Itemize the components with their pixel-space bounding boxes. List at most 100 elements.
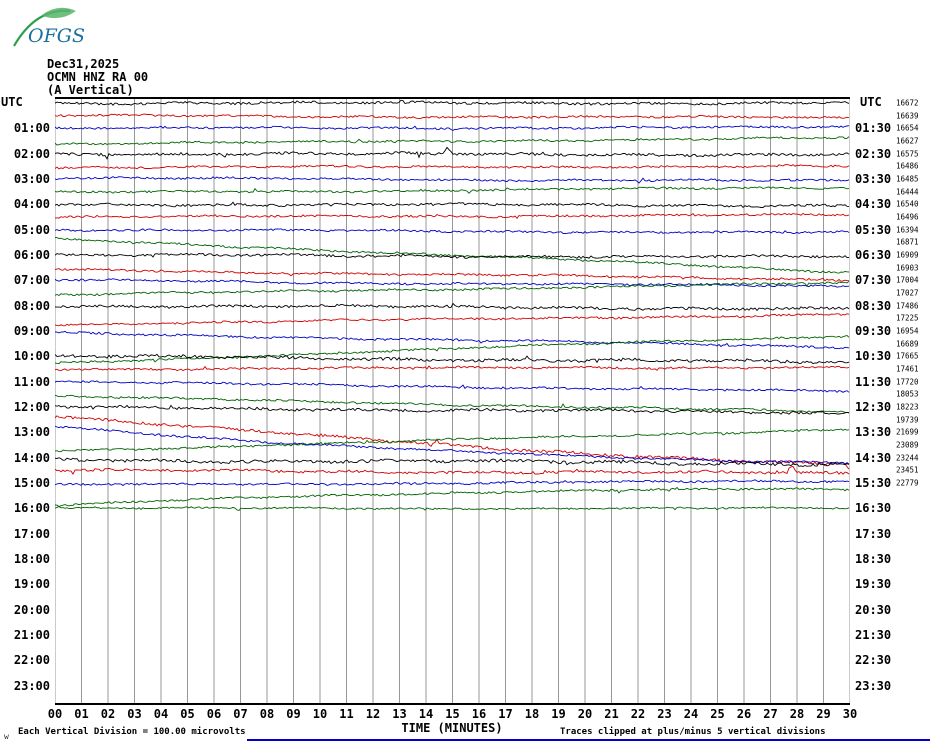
corner-mark: w <box>4 732 9 741</box>
trace-amplitude-value: 16444 <box>896 187 919 197</box>
left-time-label: 17:00 <box>13 526 50 541</box>
vertical-division-note: Each Vertical Division = 100.00 microvol… <box>18 727 246 737</box>
minute-tick-label: 22 <box>630 707 646 721</box>
left-time-label: 09:00 <box>13 324 50 338</box>
right-time-label: 06:30 <box>855 248 892 262</box>
trace-amplitude-value: 16540 <box>896 199 919 209</box>
left-time-label: 21:00 <box>13 628 50 642</box>
left-time-label: 15:00 <box>13 476 50 490</box>
minute-tick-label: 24 <box>683 707 699 721</box>
trace-amplitude-value: 16909 <box>896 250 919 260</box>
minute-tick-label: 26 <box>736 707 752 721</box>
right-time-label: 04:30 <box>855 197 892 212</box>
minute-tick-label: 10 <box>312 707 328 721</box>
left-time-label: 10:00 <box>13 349 50 364</box>
trace-amplitude-value: 17486 <box>896 301 919 311</box>
left-time-label: 07:00 <box>13 273 50 288</box>
trace-amplitude-value: 23244 <box>896 453 919 463</box>
trace-amplitude-value: 23089 <box>896 440 919 450</box>
minute-tick-label: 25 <box>710 707 725 721</box>
minute-tick-label: 05 <box>180 707 195 721</box>
minute-tick-label: 04 <box>153 707 169 721</box>
right-time-label: 21:30 <box>855 628 892 642</box>
right-time-label: 03:30 <box>855 172 892 186</box>
minute-tick-label: 00 <box>47 707 63 721</box>
right-time-label: 18:30 <box>855 552 892 566</box>
plot-area <box>54 97 851 705</box>
minute-tick-label: 17 <box>498 707 513 721</box>
logo-text: OFGS <box>28 25 85 47</box>
left-time-label: 04:00 <box>13 197 50 212</box>
minute-tick-label: 20 <box>577 707 593 721</box>
trace-amplitude-value: 16954 <box>896 326 919 336</box>
trace-amplitude-value: 17004 <box>896 275 919 285</box>
clip-note: Traces clipped at plus/minus 5 vertical … <box>560 727 826 737</box>
trace-amplitude-value: 16639 <box>896 111 919 121</box>
minute-tick-label: 30 <box>842 707 858 721</box>
right-time-label: 02:30 <box>855 146 892 161</box>
minute-tick-label: 28 <box>789 707 805 721</box>
seismogram-traces <box>54 97 851 705</box>
ofgs-logo: OFGS <box>13 7 85 47</box>
minute-tick-label: 01 <box>74 707 89 721</box>
left-time-label: 13:00 <box>13 425 50 440</box>
left-time-label: 12:00 <box>13 400 50 414</box>
minute-tick-label: 03 <box>127 707 142 721</box>
right-time-label: 05:30 <box>855 222 892 237</box>
minute-tick-label: 18 <box>524 707 540 721</box>
trace-amplitude-value: 16485 <box>896 174 919 184</box>
minute-tick-label: 29 <box>816 707 831 721</box>
right-time-label: 20:30 <box>855 602 892 617</box>
trace-amplitude-value: 16654 <box>896 123 919 133</box>
right-time-label: 01:30 <box>855 121 892 136</box>
right-time-label: 14:30 <box>855 450 892 465</box>
right-time-label: 19:30 <box>855 577 892 592</box>
trace-amplitude-value: 16689 <box>896 339 919 349</box>
right-time-label: 23:30 <box>855 678 892 693</box>
right-time-label: 08:30 <box>855 298 892 313</box>
trace-amplitude-value: 17665 <box>896 351 919 361</box>
logo-leaf <box>42 7 76 19</box>
trace-amplitude-value: 21699 <box>896 427 919 437</box>
trace-amplitude-value: 16575 <box>896 149 919 159</box>
minute-tick-label: 07 <box>233 707 248 721</box>
left-time-label: 14:00 <box>13 450 50 465</box>
right-time-label: 07:30 <box>855 273 892 288</box>
header-date: Dec31,2025 <box>47 57 120 71</box>
left-time-label: 18:00 <box>13 552 50 566</box>
minute-tick-label: 21 <box>604 707 619 721</box>
bottom-blue-rule <box>247 739 930 741</box>
right-time-label: 10:30 <box>855 349 892 364</box>
minute-tick-label: 23 <box>657 707 672 721</box>
left-time-label: 05:00 <box>13 222 50 237</box>
trace-amplitude-value: 18223 <box>896 402 919 412</box>
minute-tick-label: 12 <box>365 707 381 721</box>
right-utc-label: UTC <box>860 95 882 109</box>
left-time-label: 23:00 <box>13 678 50 693</box>
left-time-label: 11:00 <box>13 374 50 389</box>
left-time-label: 08:00 <box>13 298 50 313</box>
left-time-label: 06:00 <box>13 248 50 262</box>
minute-tick-label: 15 <box>445 707 460 721</box>
header-component: (A Vertical) <box>47 83 134 97</box>
right-time-label: 11:30 <box>855 374 892 389</box>
trace-amplitude-value: 17225 <box>896 313 919 323</box>
trace-amplitude-value: 22779 <box>896 478 919 488</box>
left-time-label: 01:00 <box>13 121 50 136</box>
trace-amplitude-value: 18053 <box>896 389 919 399</box>
minute-tick-label: 02 <box>100 707 116 721</box>
right-time-label: 22:30 <box>855 653 892 668</box>
trace-amplitude-value: 23451 <box>896 465 919 475</box>
trace-amplitude-value: 17027 <box>896 288 919 298</box>
trace-amplitude-value: 16486 <box>896 161 919 171</box>
header-station: OCMN HNZ RA 00 <box>47 70 149 84</box>
trace-amplitude-value: 16496 <box>896 212 919 222</box>
x-axis-label: TIME (MINUTES) <box>401 721 503 735</box>
left-utc-label: UTC <box>1 95 23 109</box>
left-time-label: 16:00 <box>13 501 50 516</box>
trace-amplitude-value: 17720 <box>896 377 919 387</box>
trace-amplitude-value: 16871 <box>896 237 919 247</box>
minute-tick-label: 06 <box>206 707 222 721</box>
trace-amplitude-value: 17461 <box>896 364 919 374</box>
